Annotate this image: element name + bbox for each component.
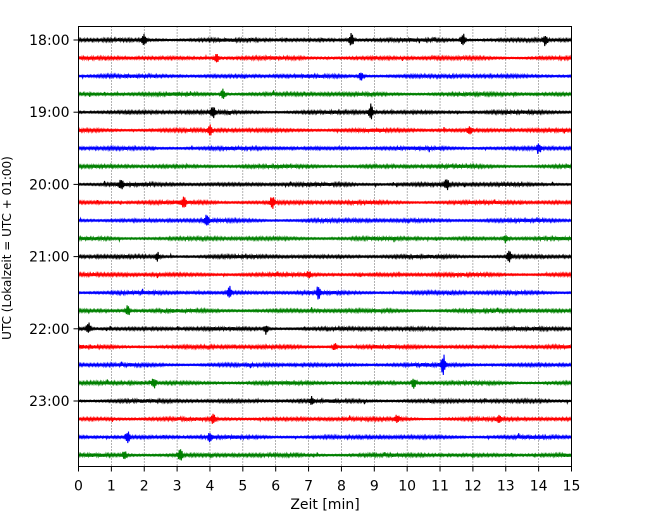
x-tick-label: 11 xyxy=(431,479,449,495)
traces xyxy=(77,32,573,461)
y-tick-label: 20:00 xyxy=(29,177,69,193)
y-axis-ticks: 18:00 19:00 20:00 21:00 22:00 23:00 xyxy=(29,33,79,410)
x-tick-label: 7 xyxy=(304,479,313,495)
x-tick-label: 2 xyxy=(140,479,149,495)
y-tick-label: 21:00 xyxy=(29,250,69,266)
x-tick-label: 4 xyxy=(206,479,215,495)
y-tick-label: 23:00 xyxy=(29,394,69,410)
x-tick-label: 3 xyxy=(173,479,182,495)
x-axis-label: Zeit [min] xyxy=(290,497,359,513)
plot-frame xyxy=(78,26,572,467)
x-tick-label: 6 xyxy=(271,479,280,495)
y-axis-label: UTC (Lokalzeit = UTC + 01:00) xyxy=(0,156,14,340)
x-tick-label: 8 xyxy=(337,479,346,495)
x-tick-label: 9 xyxy=(370,479,379,495)
x-axis-ticks: 0 1 2 3 4 5 6 7 8 9 10 11 12 13 14 15 xyxy=(74,466,581,495)
x-tick-label: 15 xyxy=(563,479,581,495)
x-tick-label: 10 xyxy=(398,479,416,495)
x-tick-label: 0 xyxy=(74,479,83,495)
y-tick-label: 19:00 xyxy=(29,105,69,121)
x-gridlines xyxy=(111,26,539,467)
x-tick-label: 5 xyxy=(238,479,247,495)
x-tick-label: 13 xyxy=(497,479,515,495)
y-tick-label: 22:00 xyxy=(29,322,69,338)
x-tick-label: 1 xyxy=(107,479,116,495)
y-tick-label: 18:00 xyxy=(29,33,69,49)
x-tick-label: 14 xyxy=(530,479,548,495)
x-tick-label: 12 xyxy=(464,479,482,495)
